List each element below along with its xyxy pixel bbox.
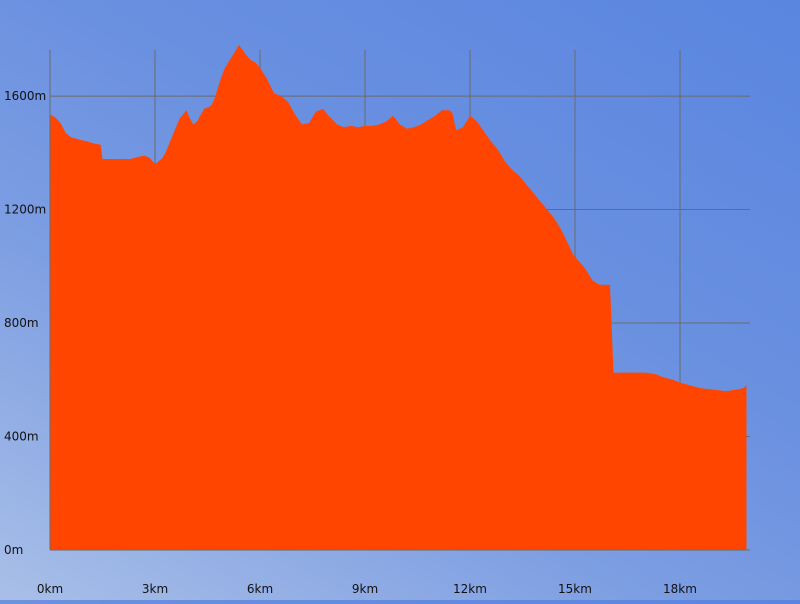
y-tick-label: 400m — [4, 430, 39, 444]
x-tick-label: 0km — [37, 582, 63, 596]
x-tick-label: 12km — [453, 582, 487, 596]
y-tick-label: 1200m — [4, 203, 46, 217]
x-tick-label: 15km — [558, 582, 592, 596]
x-tick-label: 18km — [663, 582, 697, 596]
y-tick-label: 0m — [4, 543, 23, 557]
x-tick-label: 9km — [352, 582, 378, 596]
y-tick-label: 1600m — [4, 89, 46, 103]
x-tick-label: 3km — [142, 582, 168, 596]
elevation-area-series-0 — [50, 45, 747, 550]
area-layer — [50, 45, 747, 550]
y-tick-label: 800m — [4, 316, 39, 330]
x-tick-label: 6km — [247, 582, 273, 596]
